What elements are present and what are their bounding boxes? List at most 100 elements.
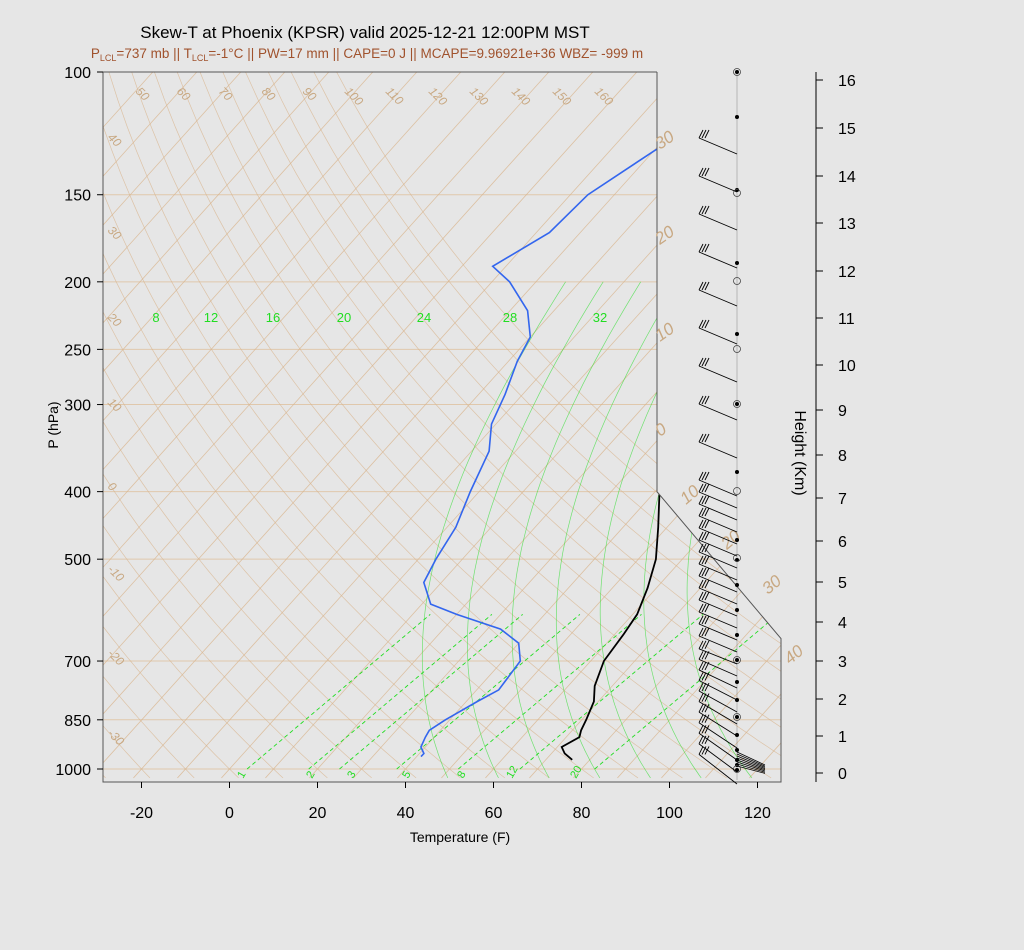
isotherm-line [309, 72, 781, 779]
isotherm-label: 20 [104, 310, 124, 330]
cape-value: 0 J [388, 46, 406, 61]
barb-flag [701, 603, 707, 613]
pressure-tick-label: 850 [64, 713, 91, 730]
height-tick-label: 16 [838, 73, 856, 90]
p-lcl-label: P [91, 46, 100, 61]
dry-adiabat [103, 72, 461, 779]
barb-flag [704, 735, 710, 745]
barb-flag [701, 579, 707, 589]
barb-flag [698, 319, 704, 329]
wind-barb [698, 611, 738, 629]
isotherm-line [221, 72, 781, 779]
barb-flag [698, 591, 704, 601]
mixing-ratio-line [339, 614, 523, 770]
isotherm-label: 70 [216, 84, 236, 104]
barb-flag [704, 507, 710, 517]
mixing-ratio-top-label: 8 [152, 310, 159, 325]
isotherm-label: 20 [651, 222, 679, 249]
dry-adiabat [154, 72, 772, 779]
isotherm-line [103, 72, 638, 779]
mixing-ratio-bottom-label: 3 [345, 769, 358, 780]
dry-adiabat [336, 72, 781, 779]
barb-flag [704, 243, 710, 253]
barb-point [735, 402, 739, 406]
isotherm-label: 40 [780, 641, 807, 668]
barb-flag [704, 567, 710, 577]
x-tick-label: 0 [225, 805, 234, 822]
mixing-ratio-top-label: 24 [417, 310, 431, 325]
moist-adiabat [421, 281, 566, 779]
dry-adiabat [103, 72, 239, 779]
barb-flag [701, 591, 707, 601]
mixing-ratio-bottom-label: 2 [304, 769, 317, 780]
wind-barb [698, 491, 738, 509]
barb-flag [701, 714, 707, 723]
barb-flag [704, 483, 710, 493]
pressure-tick-label: 100 [64, 65, 91, 82]
mixing-ratio-top-label: 28 [503, 310, 517, 325]
isotherm-label: 160 [592, 84, 616, 108]
isotherm-line [103, 72, 726, 779]
isotherm-label: -20 [105, 646, 127, 668]
barb-point [735, 115, 739, 119]
pressure-tick-label: 200 [64, 275, 91, 292]
barb-flag [698, 129, 704, 139]
dry-adiabat [313, 72, 781, 779]
x-tick-label: 100 [656, 805, 683, 822]
dry-adiabat [103, 72, 328, 779]
isotherm-label: 30 [758, 571, 785, 598]
barb-flag [704, 129, 710, 139]
barb-flag [704, 661, 710, 671]
barb-flag [704, 519, 710, 529]
barb-flag [704, 319, 710, 329]
barb-flag [701, 746, 707, 755]
barb-flag [704, 672, 710, 681]
barb-flag [701, 357, 707, 367]
mcape-value: 9.96921e+36 [476, 46, 555, 61]
wind-barb [698, 213, 738, 231]
isotherm-line [177, 72, 781, 779]
barb-flag [704, 531, 710, 541]
moist-adiabat [466, 281, 604, 779]
isotherm-line [103, 72, 418, 779]
barb-point [735, 633, 739, 637]
isotherm-line [749, 72, 781, 779]
isotherm-line [617, 72, 781, 779]
barb-flag [704, 167, 710, 177]
barb-flag [704, 433, 710, 443]
barb-flag [701, 640, 707, 650]
isotherm-line [103, 72, 198, 779]
mixing-ratio-line [594, 614, 779, 770]
barb-flag [701, 693, 707, 702]
barb-flag [701, 627, 707, 637]
isotherm-label: 10 [105, 395, 125, 415]
isotherm-line [265, 72, 781, 779]
moist-adiabat [555, 281, 679, 779]
height-tick-label: 7 [838, 491, 847, 508]
barb-flag [704, 703, 710, 713]
barb-flag [698, 519, 704, 529]
surface-barb [736, 763, 766, 773]
isotherm-label: 30 [105, 223, 125, 243]
barb-flag [701, 205, 707, 215]
barb-flag [704, 714, 710, 723]
dewpoint-line [420, 72, 770, 758]
pw-value: 17 mm [288, 46, 329, 61]
barb-flag [698, 555, 704, 565]
pressure-tick-label: 700 [64, 654, 91, 671]
x-axis-label: Temperature (F) [410, 829, 510, 845]
wind-barb [698, 701, 738, 725]
pressure-tick-label: 250 [64, 342, 91, 359]
height-tick-label: 3 [838, 654, 847, 671]
surface-barb [736, 761, 766, 772]
x-tick-label: 20 [309, 805, 327, 822]
isotherm-label: -30 [105, 726, 127, 748]
wind-barb [698, 539, 738, 557]
mixing-ratio-top-label: 32 [593, 310, 607, 325]
surface-barb [736, 757, 766, 769]
barb-point [735, 558, 739, 562]
pressure-tick-label: 1000 [55, 762, 91, 779]
barb-flag [698, 603, 704, 613]
barb-flag [704, 682, 710, 692]
isotherm-line [529, 72, 781, 779]
